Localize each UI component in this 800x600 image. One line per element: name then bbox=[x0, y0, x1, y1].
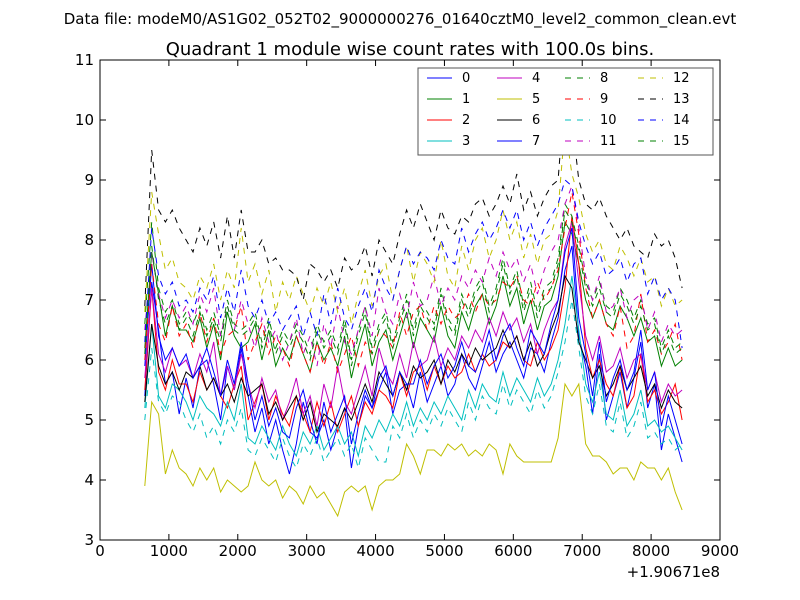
legend-label-5: 5 bbox=[532, 92, 540, 107]
plot-lines bbox=[144, 89, 683, 518]
series-line-5 bbox=[144, 382, 683, 518]
y-tick-label: 6 bbox=[84, 351, 94, 369]
x-offset-label: +1.90671e8 bbox=[627, 563, 720, 581]
series-line-13 bbox=[144, 89, 683, 307]
series-line-4 bbox=[144, 221, 683, 427]
x-tick-label: 6000 bbox=[494, 542, 532, 560]
legend-label-0: 0 bbox=[462, 71, 470, 86]
series-line-10 bbox=[144, 299, 683, 470]
series-line-14 bbox=[144, 179, 683, 349]
x-tick-label: 0 bbox=[95, 542, 105, 560]
legend-label-10: 10 bbox=[600, 113, 617, 128]
legend-label-13: 13 bbox=[673, 92, 690, 107]
axis-ticks: 0 1000 2000 3000 4000 5000 6000 7000 8000 9000 3 4 5… bbox=[75, 51, 739, 560]
legend-label-6: 6 bbox=[532, 113, 540, 128]
legend-label-9: 9 bbox=[600, 92, 608, 107]
legend-label-14: 14 bbox=[673, 113, 690, 128]
legend-label-7: 7 bbox=[532, 134, 540, 149]
legend-label-1: 1 bbox=[462, 92, 470, 107]
x-tick-label: 4000 bbox=[356, 542, 394, 560]
x-tick-label: 8000 bbox=[632, 542, 670, 560]
legend-label-15: 15 bbox=[673, 134, 690, 149]
y-tick-label: 3 bbox=[84, 531, 94, 549]
x-tick-label: 9000 bbox=[701, 542, 739, 560]
chart-title: Quadrant 1 module wise count rates with … bbox=[166, 39, 655, 60]
x-tick-label: 1000 bbox=[150, 542, 188, 560]
series-line-6 bbox=[144, 274, 683, 434]
series-line-1 bbox=[144, 220, 683, 379]
x-tick-label: 3000 bbox=[288, 542, 326, 560]
x-tick-label: 2000 bbox=[219, 542, 257, 560]
x-tick-label: 5000 bbox=[425, 542, 463, 560]
y-tick-label: 9 bbox=[84, 171, 94, 189]
y-tick-label: 10 bbox=[75, 111, 94, 129]
legend-label-2: 2 bbox=[462, 113, 470, 128]
legend-label-3: 3 bbox=[462, 134, 470, 149]
y-tick-label: 11 bbox=[75, 51, 94, 69]
series-line-15 bbox=[144, 208, 683, 367]
series-line-7 bbox=[144, 227, 683, 445]
series-line-11 bbox=[144, 184, 683, 367]
legend-label-8: 8 bbox=[600, 71, 608, 86]
y-tick-label: 8 bbox=[84, 231, 94, 249]
y-tick-label: 4 bbox=[84, 471, 94, 489]
y-tick-label: 5 bbox=[84, 411, 94, 429]
legend-label-4: 4 bbox=[532, 71, 540, 86]
figure-suptitle: Data file: modeM0/AS1G02_052T02_90000002… bbox=[64, 10, 737, 29]
x-tick-label: 7000 bbox=[563, 542, 601, 560]
y-tick-label: 7 bbox=[84, 291, 94, 309]
legend-label-12: 12 bbox=[673, 71, 690, 86]
legend-label-11: 11 bbox=[600, 134, 617, 149]
series-line-3 bbox=[144, 275, 683, 458]
series-line-12 bbox=[144, 125, 683, 325]
